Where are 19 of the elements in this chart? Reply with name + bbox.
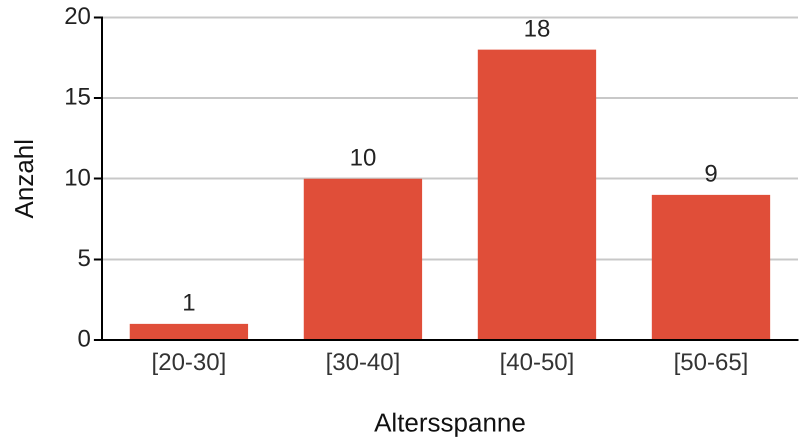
x-tick-label: [20-30] [152,349,226,376]
x-tick-label: [30-40] [326,349,400,376]
y-tick-label: 20 [64,3,91,30]
y-tick-label: 10 [64,164,91,192]
data-label: 10 [350,144,376,172]
bar [130,324,248,339]
bar [652,194,770,339]
y-axis-title: Anzahl [8,138,39,218]
data-label: 9 [704,160,718,188]
bar [478,50,596,339]
data-label: 1 [182,289,196,316]
y-tick-label: 0 [78,326,91,353]
data-label: 18 [524,15,550,42]
x-tick-label: [50-65] [674,349,748,376]
x-tick-label: [40-50] [500,349,574,376]
y-tick-label: 15 [64,84,91,111]
y-tick-label: 5 [78,244,91,272]
x-axis-title: Altersspanne [374,408,526,438]
bar [304,178,422,339]
